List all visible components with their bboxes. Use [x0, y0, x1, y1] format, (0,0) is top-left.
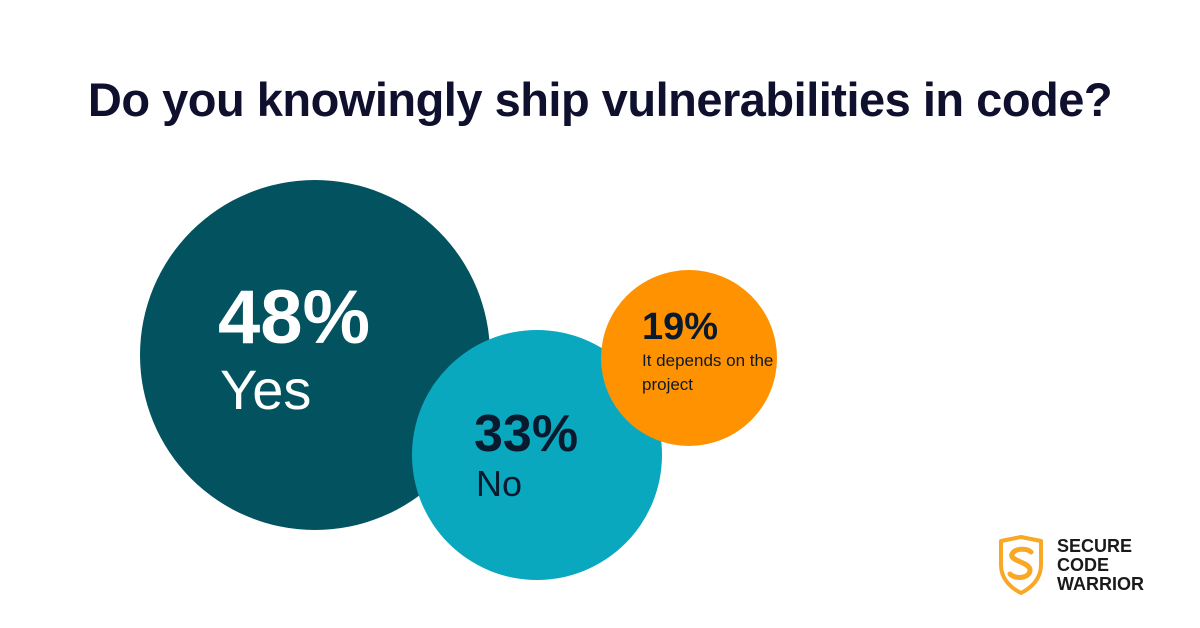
- depends-category-label: It depends on the project: [642, 351, 774, 394]
- no-category-label: No: [476, 463, 523, 504]
- bubble-depends: [601, 270, 777, 446]
- logo-line-3: WARRIOR: [1057, 574, 1144, 594]
- logo-wordmark: SECURE CODE WARRIOR: [1057, 537, 1144, 594]
- logo-line-2: CODE: [1057, 555, 1110, 575]
- chart-title: Do you knowingly ship vulnerabilities in…: [87, 73, 1113, 126]
- depends-value-label: 19%: [642, 306, 719, 348]
- yes-value-label: 48%: [218, 275, 371, 360]
- secure-code-warrior-logo: SECURE CODE WARRIOR: [997, 535, 1167, 595]
- yes-category-label: Yes: [220, 358, 312, 421]
- shield-s-icon: [997, 535, 1045, 595]
- logo-line-1: SECURE: [1057, 536, 1133, 556]
- no-value-label: 33%: [474, 405, 579, 463]
